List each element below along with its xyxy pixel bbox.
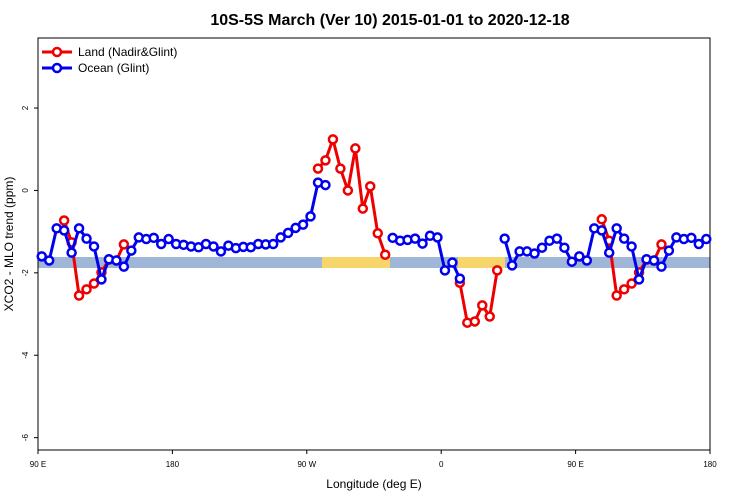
- point: [282, 227, 294, 239]
- point: [603, 247, 615, 258]
- point: [81, 233, 92, 244]
- legend-marker: [51, 46, 63, 58]
- point: [372, 228, 383, 239]
- point: [320, 155, 331, 166]
- land-strip: [458, 257, 505, 268]
- point: [96, 274, 107, 285]
- point: [491, 265, 503, 276]
- point: [581, 255, 593, 266]
- point: [357, 203, 369, 214]
- point: [574, 251, 585, 262]
- point: [536, 242, 548, 253]
- point: [596, 214, 607, 225]
- point: [320, 179, 331, 191]
- point: [596, 225, 607, 236]
- x-tick-label: 90 W: [297, 460, 316, 469]
- series: [58, 134, 667, 328]
- point: [126, 245, 137, 256]
- point: [409, 233, 421, 244]
- point: [58, 215, 70, 226]
- point: [499, 233, 510, 244]
- chart-title: 10S-5S March (Ver 10) 2015-01-01 to 2020…: [210, 12, 569, 29]
- point: [656, 261, 667, 272]
- point: [327, 134, 339, 145]
- point: [618, 284, 630, 295]
- point: [701, 233, 712, 245]
- y-tick-label: -4: [21, 351, 30, 359]
- point: [275, 232, 286, 243]
- point: [484, 311, 495, 322]
- point: [297, 219, 309, 230]
- point: [73, 223, 85, 234]
- point: [111, 255, 122, 266]
- x-tick-label: 180: [166, 460, 180, 469]
- point: [447, 257, 458, 268]
- x-axis-label: Longitude (deg E): [326, 477, 421, 491]
- plot-frame: [37, 37, 711, 451]
- point: [417, 238, 428, 249]
- point: [566, 256, 578, 267]
- point: [58, 225, 70, 236]
- point: [477, 300, 488, 311]
- point: [148, 232, 159, 244]
- point: [626, 241, 637, 252]
- x-tick-label: 90 E: [567, 460, 583, 469]
- point: [633, 274, 645, 285]
- point: [686, 232, 697, 244]
- point: [350, 143, 361, 154]
- point: [529, 248, 540, 259]
- x-tick-label: 90 E: [30, 460, 46, 469]
- point: [379, 249, 391, 260]
- point: [118, 261, 130, 272]
- x-tick-label: 180: [703, 460, 717, 469]
- point: [36, 251, 47, 262]
- point: [663, 245, 675, 256]
- point: [342, 185, 354, 196]
- point: [618, 233, 630, 244]
- point: [506, 260, 518, 271]
- point: [551, 233, 563, 244]
- point: [312, 163, 324, 174]
- point: [163, 233, 174, 245]
- point: [267, 238, 279, 250]
- point: [469, 316, 481, 327]
- y-tick-label: 2: [21, 105, 30, 110]
- point: [73, 290, 85, 301]
- y-tick-label: 0: [21, 188, 30, 193]
- y-tick-label: -2: [21, 269, 30, 277]
- point: [432, 232, 443, 243]
- land-strip: [322, 257, 390, 268]
- legend-marker: [51, 62, 63, 74]
- point: [88, 278, 100, 289]
- point: [335, 163, 346, 174]
- point: [118, 239, 130, 250]
- point: [81, 284, 92, 295]
- point: [656, 239, 667, 250]
- point: [305, 211, 316, 222]
- point: [454, 273, 466, 284]
- legend-label: Ocean (Glint): [78, 61, 149, 75]
- point: [365, 181, 376, 192]
- x-tick-label: 0: [439, 460, 444, 469]
- point: [626, 278, 637, 289]
- series: [36, 177, 712, 285]
- y-tick-label: -6: [21, 434, 30, 442]
- point: [559, 242, 570, 253]
- point: [66, 247, 77, 258]
- point: [43, 255, 55, 266]
- series-line: [62, 134, 663, 325]
- point: [88, 241, 100, 252]
- point: [648, 255, 660, 266]
- point: [208, 241, 219, 252]
- y-axis-label: XCO2 - MLO trend (ppm): [2, 177, 16, 312]
- point: [215, 246, 227, 257]
- point: [611, 223, 622, 234]
- point: [611, 290, 622, 301]
- point: [155, 238, 167, 250]
- legend-label: Land (Nadir&Glint): [78, 45, 177, 59]
- point: [693, 238, 705, 250]
- land-ocean-strip: [38, 257, 710, 268]
- point: [439, 265, 451, 276]
